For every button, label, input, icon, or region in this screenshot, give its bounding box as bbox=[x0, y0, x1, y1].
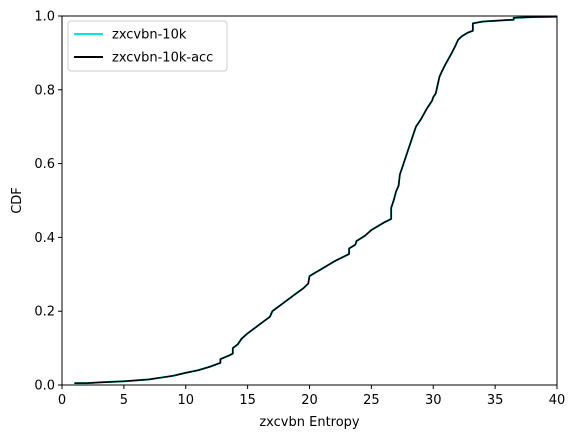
series-line-zxcvbn-10k bbox=[74, 15, 558, 385]
x-axis-label: zxcvbn Entropy bbox=[259, 415, 360, 430]
y-tick-label: 0.6 bbox=[34, 157, 55, 172]
x-tick-label: 30 bbox=[425, 393, 442, 408]
series-line-zxcvbn-10k-acc bbox=[74, 15, 558, 384]
y-tick-label: 0.4 bbox=[34, 231, 55, 246]
y-tick-label: 0.0 bbox=[34, 379, 55, 394]
x-tick-label: 15 bbox=[239, 393, 256, 408]
legend-label-zxcvbn-10k-acc: zxcvbn-10k-acc bbox=[112, 51, 213, 66]
y-tick-label: 0.2 bbox=[34, 305, 55, 320]
x-tick-label: 5 bbox=[120, 393, 128, 408]
x-tick-label: 35 bbox=[487, 393, 504, 408]
x-axis: 0 5 10 15 20 25 30 35 40 bbox=[58, 385, 565, 408]
x-tick-label: 20 bbox=[301, 393, 318, 408]
x-tick-label: 10 bbox=[177, 393, 194, 408]
y-tick-label: 0.8 bbox=[34, 83, 55, 98]
x-tick-label: 0 bbox=[58, 393, 66, 408]
x-tick-label: 40 bbox=[549, 393, 566, 408]
y-axis: 0.0 0.2 0.4 0.6 0.8 1.0 bbox=[34, 10, 62, 394]
legend-box bbox=[67, 20, 228, 72]
y-axis-label: CDF bbox=[10, 187, 25, 214]
legend-label-zxcvbn-10k: zxcvbn-10k bbox=[112, 28, 187, 43]
series-layer bbox=[74, 15, 558, 385]
y-tick-label: 1.0 bbox=[34, 10, 55, 25]
x-tick-label: 25 bbox=[363, 393, 380, 408]
legend: zxcvbn-10k zxcvbn-10k-acc bbox=[67, 20, 228, 72]
